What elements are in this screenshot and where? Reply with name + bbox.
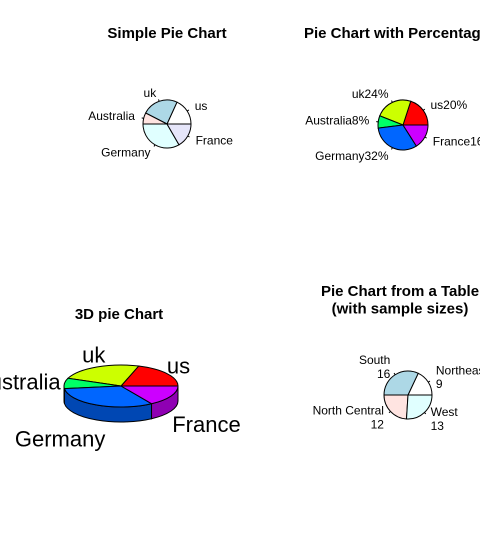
leader-line bbox=[153, 144, 156, 147]
slice-label-australia8: Australia8% bbox=[305, 114, 369, 128]
slice-north-central-12 bbox=[383, 394, 409, 420]
pie-chart-3: 3D pie Chart us uk Australia Germany France bbox=[0, 306, 241, 452]
slice-label-uk24: uk24% bbox=[352, 87, 389, 101]
slice-label-us: us bbox=[167, 353, 190, 378]
slice-label-australia: Australia bbox=[88, 109, 135, 123]
slice-label-west: West 13 bbox=[431, 405, 459, 433]
slice-label-germany: Germany bbox=[101, 146, 150, 160]
chart-title: Simple Pie Chart bbox=[107, 25, 226, 42]
slice-label-north-central: North Central 12 bbox=[313, 404, 385, 432]
pie-chart-4: Pie Chart from a Table (with sample sizes… bbox=[313, 283, 480, 433]
leader-line bbox=[422, 108, 426, 111]
leader-line bbox=[158, 99, 160, 102]
slice-france16 bbox=[402, 124, 429, 147]
chart-title: 3D pie Chart bbox=[75, 306, 163, 323]
pie-chart-2: Pie Chart with Percentages us20% uk24% Aust… bbox=[304, 25, 480, 163]
leader-line bbox=[424, 412, 427, 415]
slice-us bbox=[119, 365, 179, 387]
leader-line bbox=[393, 372, 396, 376]
slice-label-australia: Australia bbox=[0, 370, 61, 395]
slice-label-france: France bbox=[196, 134, 234, 148]
slice-label-uk: uk bbox=[82, 342, 106, 367]
slice-france bbox=[166, 123, 192, 146]
leader-line bbox=[388, 411, 391, 414]
slice-label-south: South 16 bbox=[359, 353, 391, 381]
slice-label-germany: Germany bbox=[15, 427, 105, 452]
pie-chart-1: Simple Pie Chart us uk Australia Germany Fran… bbox=[88, 25, 233, 160]
slice-uk bbox=[144, 99, 178, 125]
slice-label-us20: us20% bbox=[431, 98, 468, 112]
slice-west-13 bbox=[405, 394, 433, 420]
leader-line bbox=[187, 135, 190, 138]
leader-line bbox=[391, 147, 393, 150]
leader-line bbox=[427, 380, 431, 383]
slice-label-us: us bbox=[195, 99, 208, 113]
leader-line bbox=[424, 136, 427, 139]
slice-france bbox=[119, 385, 179, 405]
slice-label-northeast: Northeast9 bbox=[436, 363, 480, 391]
chart-title: Pie Chart with Percentages bbox=[304, 25, 480, 42]
slice-label-france16: France16% bbox=[433, 134, 480, 148]
chart-title: Pie Chart from a Table (with sample sizes… bbox=[321, 283, 479, 317]
leader-line bbox=[391, 100, 393, 103]
leader-line bbox=[186, 109, 190, 112]
slice-label-france: France bbox=[172, 412, 240, 437]
slice-label-uk: uk bbox=[144, 86, 158, 100]
slice-label-germany32: Germany32% bbox=[315, 149, 389, 163]
